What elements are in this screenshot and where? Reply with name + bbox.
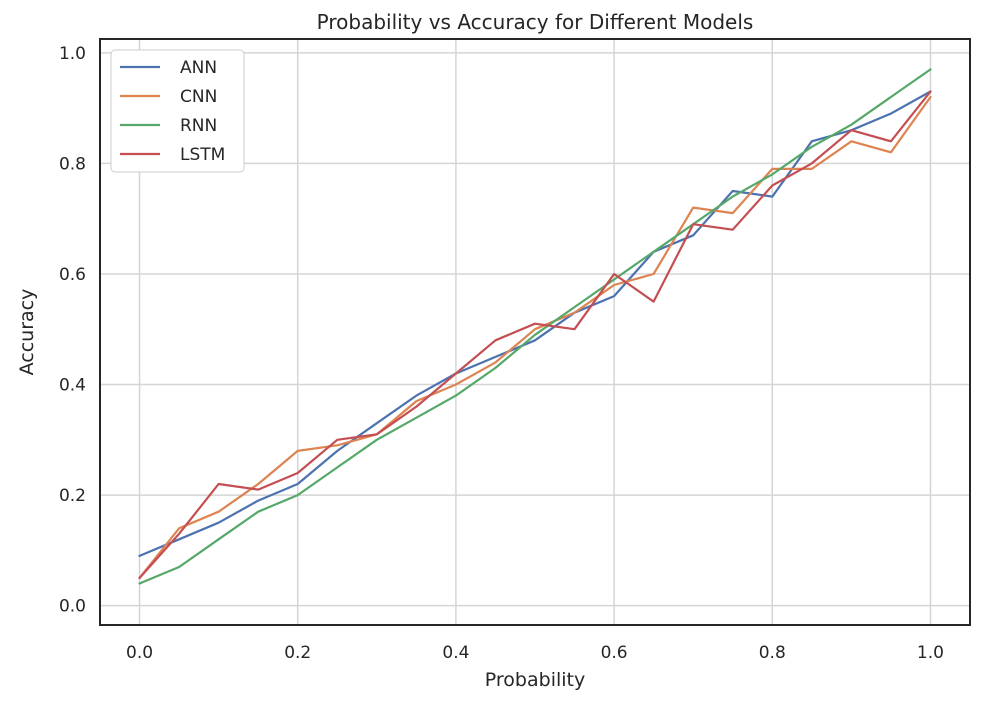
legend-label-ann: ANN — [180, 58, 217, 78]
legend-label-lstm: LSTM — [180, 145, 225, 165]
y-tick-label: 1.0 — [59, 44, 86, 64]
y-tick-label: 0.4 — [59, 376, 86, 396]
y-tick-label: 0.0 — [59, 597, 86, 617]
series-line-ann — [138, 90, 932, 558]
y-tick-label: 0.8 — [59, 154, 86, 174]
legend-label-cnn: CNN — [180, 87, 217, 107]
y-tick-label: 0.6 — [59, 265, 86, 285]
x-tick-label: 0.8 — [759, 643, 786, 663]
x-axis-title: Probability — [485, 669, 585, 691]
chart-title: Probability vs Accuracy for Different Mo… — [317, 10, 754, 34]
x-tick-label: 0.6 — [601, 643, 628, 663]
y-tick-labels: 0.0 0.2 0.4 0.6 0.8 1.0 — [59, 44, 86, 617]
series-line-lstm — [138, 90, 932, 580]
grid — [100, 39, 970, 625]
x-tick-label: 0.0 — [126, 643, 153, 663]
x-tick-label: 0.4 — [442, 643, 469, 663]
legend-box — [110, 49, 245, 173]
legend: ANN CNN RNN LSTM — [110, 49, 245, 173]
y-axis-title: Accuracy — [16, 289, 38, 376]
series-line-rnn — [138, 68, 932, 585]
x-tick-labels: 0.0 0.2 0.4 0.6 0.8 1.0 — [126, 643, 944, 663]
legend-label-rnn: RNN — [180, 116, 217, 136]
y-tick-label: 0.2 — [59, 486, 86, 506]
series-line-cnn — [138, 95, 932, 580]
series-lines — [138, 68, 932, 585]
x-tick-label: 0.2 — [284, 643, 311, 663]
plot-frame — [99, 38, 971, 626]
x-tick-label: 1.0 — [917, 643, 944, 663]
